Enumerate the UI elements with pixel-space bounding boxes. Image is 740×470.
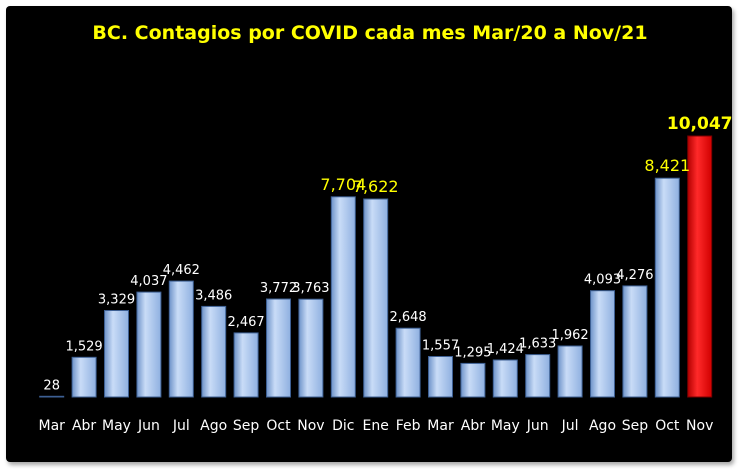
bar-3 <box>136 291 162 398</box>
category-label-19: Oct <box>655 418 680 434</box>
bar-8 <box>298 298 324 398</box>
value-label-0: 28 <box>43 378 60 393</box>
bar-19 <box>654 177 680 398</box>
category-label-6: Sep <box>233 418 260 434</box>
bar-0 <box>39 395 65 398</box>
category-label-5: Ago <box>200 418 227 434</box>
category-label-17: Ago <box>589 418 616 434</box>
bar-5 <box>201 305 227 398</box>
bar-7 <box>266 298 291 398</box>
bar-20 <box>687 135 713 398</box>
bar-13 <box>460 362 486 398</box>
bar-14 <box>492 359 518 398</box>
value-label-15: 1,633 <box>519 337 556 352</box>
value-label-3: 4,037 <box>130 274 167 289</box>
value-label-13: 1,295 <box>454 345 491 360</box>
value-label-9: 7,704 <box>320 175 366 194</box>
bar-15 <box>525 354 551 398</box>
value-label-12: 1,557 <box>422 339 459 354</box>
category-label-2: May <box>102 418 131 434</box>
value-label-1: 1,529 <box>65 339 102 354</box>
bar-9 <box>330 196 356 398</box>
bar-16 <box>557 345 583 398</box>
category-label-13: Abr <box>461 418 485 434</box>
bar-1 <box>71 356 97 398</box>
category-label-10: Ene <box>363 418 389 434</box>
bar-10 <box>363 198 389 398</box>
value-label-5: 3,486 <box>195 288 232 303</box>
value-label-8: 3,763 <box>292 281 329 296</box>
value-label-20: 10,047 <box>667 114 733 134</box>
category-label-3: Jun <box>137 418 160 434</box>
category-label-14: May <box>491 418 520 434</box>
bar-11 <box>395 327 421 398</box>
value-label-10: 7,622 <box>353 177 399 196</box>
bar-6 <box>233 332 259 398</box>
category-label-1: Abr <box>72 418 96 434</box>
bar-4 <box>168 280 194 398</box>
category-label-8: Nov <box>297 418 324 434</box>
category-label-16: Jul <box>561 418 579 434</box>
bar-2 <box>104 310 129 398</box>
value-label-16: 1,962 <box>551 328 588 343</box>
value-label-14: 1,424 <box>487 342 524 357</box>
category-label-9: Dic <box>332 418 354 434</box>
value-label-17: 4,093 <box>584 273 621 288</box>
value-label-7: 3,772 <box>260 281 297 296</box>
value-label-18: 4,276 <box>616 268 653 283</box>
category-label-20: Nov <box>686 418 713 434</box>
category-label-15: Jun <box>526 418 549 434</box>
category-label-18: Sep <box>622 418 649 434</box>
value-label-19: 8,421 <box>644 156 690 175</box>
category-label-12: Mar <box>427 418 454 434</box>
value-label-4: 4,462 <box>163 263 200 278</box>
bar-18 <box>622 285 648 398</box>
bar-12 <box>428 356 453 398</box>
chart-title: BC. Contagios por COVID cada mes Mar/20 … <box>92 22 648 44</box>
category-label-0: Mar <box>38 418 65 434</box>
value-label-11: 2,648 <box>389 310 426 325</box>
category-label-7: Oct <box>266 418 291 434</box>
bar-17 <box>590 290 615 398</box>
value-label-6: 2,467 <box>227 315 264 330</box>
category-label-4: Jul <box>172 418 190 434</box>
value-label-2: 3,329 <box>98 293 135 308</box>
category-label-11: Feb <box>396 418 421 434</box>
